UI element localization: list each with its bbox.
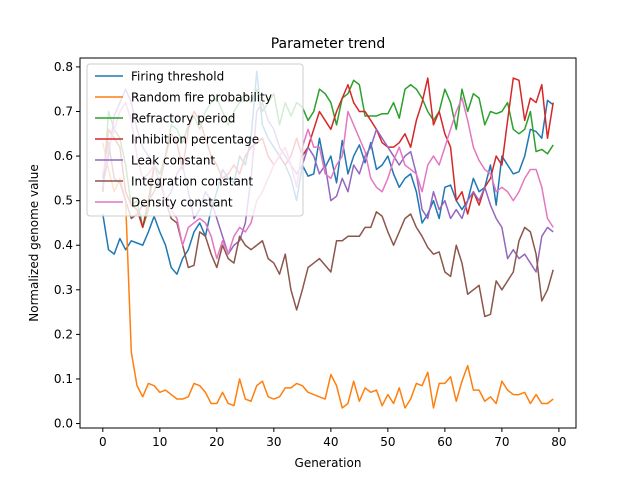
y-tick-label: 0.4 (54, 238, 73, 252)
legend-label-inhibition-percentage: Inhibition percentage (131, 133, 259, 147)
y-tick-label: 0.6 (54, 149, 73, 163)
x-tick-label: 30 (266, 435, 281, 449)
x-tick-label: 80 (551, 435, 566, 449)
y-tick-label: 0.8 (54, 60, 73, 74)
legend: Firing threshold Random fire probability R… (86, 63, 304, 217)
x-tick-label: 10 (152, 435, 167, 449)
legend-box (86, 63, 304, 217)
series-line-density-constant (102, 97, 554, 260)
x-tick-label: 70 (494, 435, 509, 449)
chart-title: Parameter trend (271, 36, 386, 52)
legend-label-refractory-period: Refractory period (131, 112, 235, 126)
y-axis-label: Normalized genome value (27, 164, 41, 321)
legend-label-integration-constant: Integration constant (131, 175, 253, 189)
y-tick-label: 0.5 (54, 194, 73, 208)
x-tick-label: 60 (437, 435, 452, 449)
legend-label-leak-constant: Leak constant (131, 154, 215, 168)
y-tick-label: 0.2 (54, 327, 73, 341)
y-tick-label: 0.1 (54, 372, 73, 386)
legend-label-firing-threshold: Firing threshold (131, 70, 224, 84)
y-tick-label: 0.3 (54, 283, 73, 297)
y-tick-label: 0.0 (54, 417, 73, 431)
legend-label-random-fire-probability: Random fire probability (131, 91, 272, 105)
series-line-integration-constant (102, 141, 554, 318)
x-tick-label: 0 (99, 435, 107, 449)
y-tick-label: 0.7 (54, 104, 73, 118)
plot-frame (79, 57, 577, 429)
series-line-firing-threshold (102, 70, 554, 275)
x-axis: 0 10 20 30 40 50 60 70 80 (99, 428, 567, 449)
series-line-random-fire-probability (102, 142, 554, 409)
x-tick-label: 20 (209, 435, 224, 449)
y-axis: 0.0 0.1 0.2 0.3 0.4 0.5 0.6 0.7 0.8 (54, 60, 80, 431)
x-axis-label: Generation (295, 456, 362, 470)
legend-label-density-constant: Density constant (131, 196, 233, 210)
x-tick-label: 50 (380, 435, 395, 449)
x-tick-label: 40 (323, 435, 338, 449)
